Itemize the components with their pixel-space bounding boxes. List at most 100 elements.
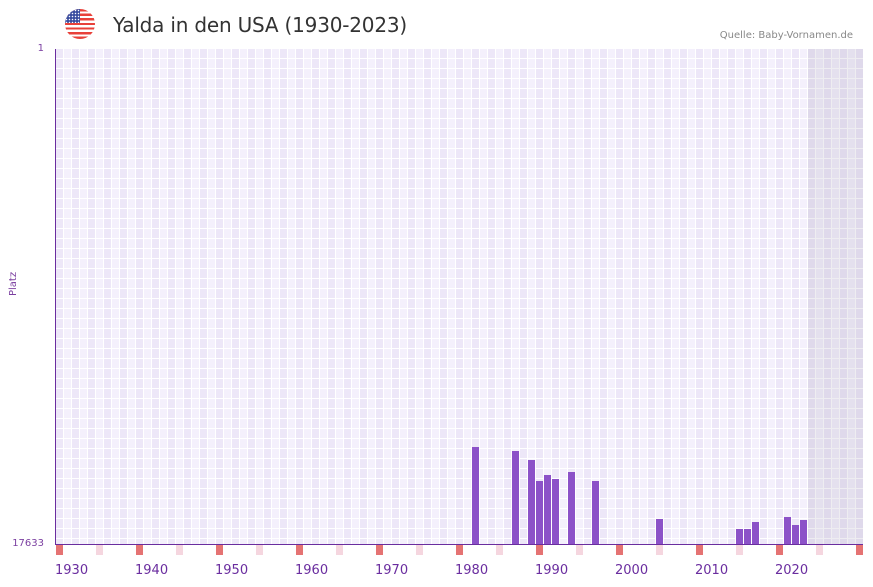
grid-column [240, 49, 248, 544]
grid-column [160, 49, 168, 544]
bar-2021[interactable] [784, 516, 791, 544]
bar-1994[interactable] [568, 471, 575, 544]
bar-2017[interactable] [752, 522, 759, 544]
half-decade-marker [256, 545, 263, 555]
x-tick-label: 1980 [455, 563, 489, 578]
bar-1991[interactable] [544, 474, 551, 544]
grid-column [384, 49, 392, 544]
bar-2022[interactable] [792, 524, 799, 544]
decade-marker [296, 545, 303, 555]
grid-column [288, 49, 296, 544]
chart-title: Yalda in den USA (1930-2023) [113, 13, 407, 37]
grid-column [56, 49, 64, 544]
source-label: Quelle: Baby-Vornamen.de [719, 30, 853, 41]
grid-column [408, 49, 416, 544]
x-axis-line [55, 544, 863, 545]
x-tick-label: 2000 [615, 563, 649, 578]
bar-1989[interactable] [528, 459, 535, 544]
grid-column [200, 49, 208, 544]
grid-column [640, 49, 648, 544]
grid-column [88, 49, 96, 544]
grid-column [784, 49, 792, 544]
grid-column [416, 49, 424, 544]
bar-1992[interactable] [552, 479, 559, 544]
half-decade-marker [736, 545, 743, 555]
grid-column [832, 49, 840, 544]
grid-column [752, 49, 760, 544]
x-tick-label: 2010 [695, 563, 729, 578]
x-tick-label: 1940 [135, 563, 169, 578]
grid-column [616, 49, 624, 544]
grid-column [120, 49, 128, 544]
grid-column [136, 49, 144, 544]
x-tick-label: 1990 [535, 563, 569, 578]
bar-1987[interactable] [512, 450, 519, 544]
grid-column [664, 49, 672, 544]
plot-area [56, 49, 863, 544]
x-tick-label: 1930 [55, 563, 89, 578]
future-shaded-region [808, 49, 863, 544]
grid-column [808, 49, 816, 544]
grid-column [208, 49, 216, 544]
half-decade-marker [656, 545, 663, 555]
grid-column [424, 49, 432, 544]
half-decade-marker [416, 545, 423, 555]
grid-column [112, 49, 120, 544]
grid-column [232, 49, 240, 544]
grid-column [816, 49, 824, 544]
bar-1990[interactable] [536, 481, 543, 544]
grid-column [272, 49, 280, 544]
grid-column [680, 49, 688, 544]
grid-column [344, 49, 352, 544]
grid-column [432, 49, 440, 544]
grid-column [144, 49, 152, 544]
grid-column [80, 49, 88, 544]
grid-column [720, 49, 728, 544]
bar-2005[interactable] [656, 518, 663, 544]
grid-column [632, 49, 640, 544]
grid-column [72, 49, 80, 544]
grid-column [608, 49, 616, 544]
decade-marker [136, 545, 143, 555]
bar-2023[interactable] [800, 519, 807, 544]
grid-column [688, 49, 696, 544]
grid-column [320, 49, 328, 544]
bar-2015[interactable] [736, 529, 743, 544]
grid-column [592, 49, 600, 544]
grid-column [480, 49, 488, 544]
grid-column [536, 49, 544, 544]
grid-column [696, 49, 704, 544]
grid-column [736, 49, 744, 544]
grid-column [392, 49, 400, 544]
bar-1982[interactable] [472, 447, 479, 544]
grid-column [576, 49, 584, 544]
bar-2016[interactable] [744, 529, 751, 544]
grid-column [760, 49, 768, 544]
half-decade-marker [336, 545, 343, 555]
half-decade-marker [816, 545, 823, 555]
bar-1997[interactable] [592, 481, 599, 544]
grid-column [568, 49, 576, 544]
grid-column [824, 49, 832, 544]
grid-column [376, 49, 384, 544]
half-decade-marker [176, 545, 183, 555]
us-flag-icon [65, 9, 95, 39]
grid-column [192, 49, 200, 544]
y-tick-bottom: 17633 [12, 538, 44, 549]
grid-column [520, 49, 528, 544]
decade-marker [856, 545, 863, 555]
decade-marker [776, 545, 783, 555]
grid-column [552, 49, 560, 544]
half-decade-marker [496, 545, 503, 555]
grid-column [496, 49, 504, 544]
grid-column [472, 49, 480, 544]
grid-column [704, 49, 712, 544]
grid-column [600, 49, 608, 544]
grid-column [712, 49, 720, 544]
grid-column [728, 49, 736, 544]
grid-column [584, 49, 592, 544]
grid-column [488, 49, 496, 544]
grid-column [792, 49, 800, 544]
x-tick-label: 1950 [215, 563, 249, 578]
grid-column [672, 49, 680, 544]
